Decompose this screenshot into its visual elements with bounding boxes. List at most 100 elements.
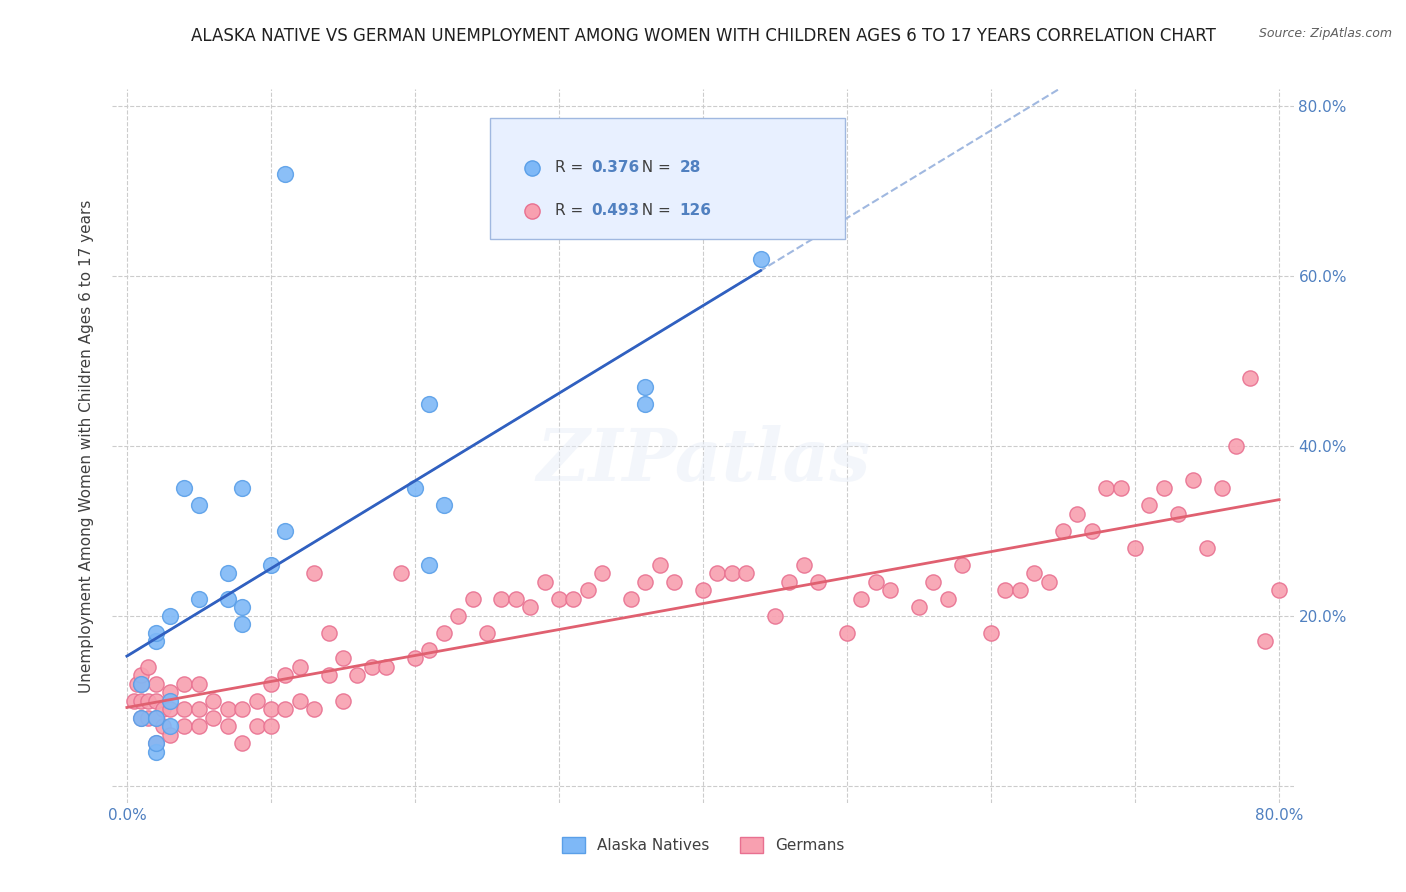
Point	[475, 626, 498, 640]
Point	[159, 608, 181, 623]
Point	[835, 626, 858, 640]
Point	[217, 719, 239, 733]
Point	[231, 600, 253, 615]
Point	[807, 574, 830, 589]
Point	[152, 702, 174, 716]
Point	[433, 626, 456, 640]
Text: R =: R =	[555, 203, 589, 218]
Point	[1197, 541, 1219, 555]
Point	[922, 574, 945, 589]
Point	[159, 685, 181, 699]
Point	[145, 634, 167, 648]
Point	[187, 499, 209, 513]
Point	[318, 626, 340, 640]
FancyBboxPatch shape	[491, 118, 845, 239]
Legend: Alaska Natives, Germans: Alaska Natives, Germans	[555, 831, 851, 859]
Text: N =: N =	[633, 203, 676, 218]
Point	[159, 719, 181, 733]
Text: R =: R =	[555, 161, 589, 175]
Text: N =: N =	[633, 161, 676, 175]
Point	[138, 694, 160, 708]
Text: 0.493: 0.493	[591, 203, 638, 218]
Point	[720, 566, 742, 581]
Point	[145, 677, 167, 691]
Point	[1008, 583, 1031, 598]
Point	[202, 711, 225, 725]
Point	[260, 702, 283, 716]
Point	[125, 677, 148, 691]
Point	[173, 677, 195, 691]
Point	[145, 736, 167, 750]
Point	[418, 558, 440, 572]
Point	[634, 574, 657, 589]
Point	[1081, 524, 1104, 538]
Point	[562, 591, 585, 606]
Point	[1052, 524, 1074, 538]
Point	[692, 583, 714, 598]
Point	[145, 626, 167, 640]
Point	[1095, 482, 1118, 496]
Point	[1167, 507, 1189, 521]
Point	[1024, 566, 1046, 581]
Point	[1066, 507, 1088, 521]
Point	[1123, 541, 1146, 555]
Point	[159, 694, 181, 708]
Point	[187, 719, 209, 733]
Point	[274, 524, 297, 538]
Point	[245, 694, 267, 708]
Point	[217, 566, 239, 581]
Point	[260, 558, 283, 572]
Point	[749, 252, 772, 266]
Point	[231, 736, 253, 750]
Point	[735, 566, 758, 581]
Point	[245, 719, 267, 733]
Point	[217, 591, 239, 606]
Point	[159, 702, 181, 716]
Point	[664, 574, 686, 589]
Point	[138, 711, 160, 725]
Point	[404, 651, 426, 665]
Point	[231, 617, 253, 632]
Point	[129, 668, 152, 682]
Point	[318, 668, 340, 682]
Point	[187, 677, 209, 691]
Point	[332, 694, 354, 708]
Point	[231, 482, 253, 496]
Point	[865, 574, 887, 589]
Point	[793, 558, 815, 572]
Point	[505, 591, 527, 606]
Point	[936, 591, 959, 606]
Point	[908, 600, 931, 615]
Point	[591, 566, 613, 581]
Point	[851, 591, 873, 606]
Point	[274, 668, 297, 682]
Text: ZIPatlas: ZIPatlas	[536, 425, 870, 496]
Point	[1153, 482, 1175, 496]
Point	[1038, 574, 1060, 589]
Point	[187, 702, 209, 716]
Point	[173, 702, 195, 716]
Point	[634, 396, 657, 410]
Point	[173, 719, 195, 733]
Point	[576, 583, 599, 598]
Text: 28: 28	[679, 161, 700, 175]
Point	[418, 396, 440, 410]
Text: Source: ZipAtlas.com: Source: ZipAtlas.com	[1258, 27, 1392, 40]
Point	[491, 591, 513, 606]
Point	[145, 711, 167, 725]
Point	[519, 600, 541, 615]
Point	[129, 711, 152, 725]
Point	[173, 482, 195, 496]
Point	[433, 499, 456, 513]
Text: ALASKA NATIVE VS GERMAN UNEMPLOYMENT AMONG WOMEN WITH CHILDREN AGES 6 TO 17 YEAR: ALASKA NATIVE VS GERMAN UNEMPLOYMENT AMO…	[191, 27, 1215, 45]
Point	[346, 668, 368, 682]
Point	[763, 608, 786, 623]
Point	[288, 660, 311, 674]
Point	[129, 677, 152, 691]
Point	[648, 558, 671, 572]
Text: 126: 126	[679, 203, 711, 218]
Point	[187, 591, 209, 606]
Point	[778, 574, 800, 589]
Point	[1225, 439, 1247, 453]
Point	[1254, 634, 1277, 648]
